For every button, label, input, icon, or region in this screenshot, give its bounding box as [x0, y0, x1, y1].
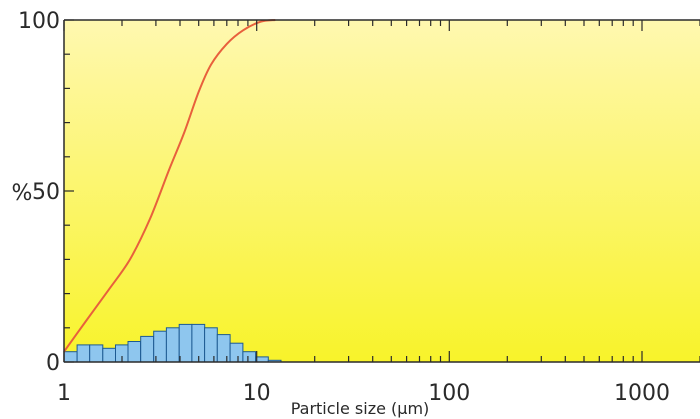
y-axis-title: %: [12, 181, 33, 206]
y-tick-label: 50: [32, 180, 60, 205]
x-tick-label: 1000: [614, 381, 670, 406]
histogram-bar: [63, 351, 78, 363]
histogram-bar: [204, 327, 218, 363]
histogram-bar: [178, 323, 193, 363]
x-axis-title: Particle size (µm): [291, 399, 430, 418]
histogram-bar: [165, 327, 180, 363]
histogram-bar: [127, 341, 142, 363]
y-tick-label: 100: [18, 9, 60, 34]
x-tick-label: 10: [243, 381, 271, 406]
histogram-bar: [89, 344, 104, 363]
histogram-bar: [242, 351, 257, 363]
tick-labels: 1 10 100 1000 0 50 100: [18, 9, 670, 406]
histogram-bar: [216, 334, 231, 363]
x-tick-label: 1: [57, 381, 71, 406]
x-tick-label: 100: [428, 381, 470, 406]
axes: [63, 19, 700, 363]
histogram-bars: [63, 323, 282, 363]
histogram-bar: [140, 335, 155, 363]
cumulative-line: [63, 19, 276, 353]
cumulative-curve: [63, 19, 276, 353]
histogram-bar: [255, 356, 269, 363]
plot-background: [64, 20, 700, 362]
histogram-bar: [102, 347, 117, 363]
histogram-bar: [76, 344, 91, 363]
histogram-bar: [229, 342, 244, 363]
y-tick-label: 0: [46, 351, 60, 376]
